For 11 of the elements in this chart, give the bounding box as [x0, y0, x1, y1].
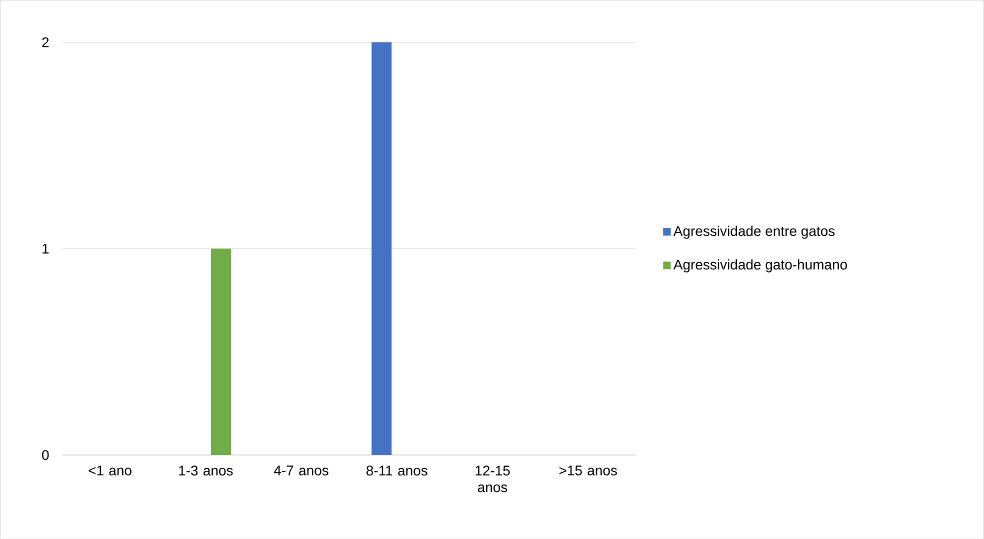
- y-tick-label: 0: [42, 450, 49, 460]
- y-tick-label: 1: [42, 244, 49, 254]
- y-tick-label: 2: [42, 37, 49, 48]
- x-tick-label: 4-7 anos: [274, 466, 328, 476]
- x-tick-label: <1 ano: [88, 466, 132, 476]
- x-tick-label: 8-11 anos: [366, 466, 428, 476]
- x-tick-label: 12-15 anos: [476, 466, 510, 492]
- x-tick-label: >15 anos: [559, 466, 617, 476]
- legend-label: Agressividade entre gatos: [673, 226, 835, 239]
- x-tick-label: 1-3 anos: [179, 466, 233, 476]
- legend-label: Agressividade gato-humano: [673, 259, 847, 272]
